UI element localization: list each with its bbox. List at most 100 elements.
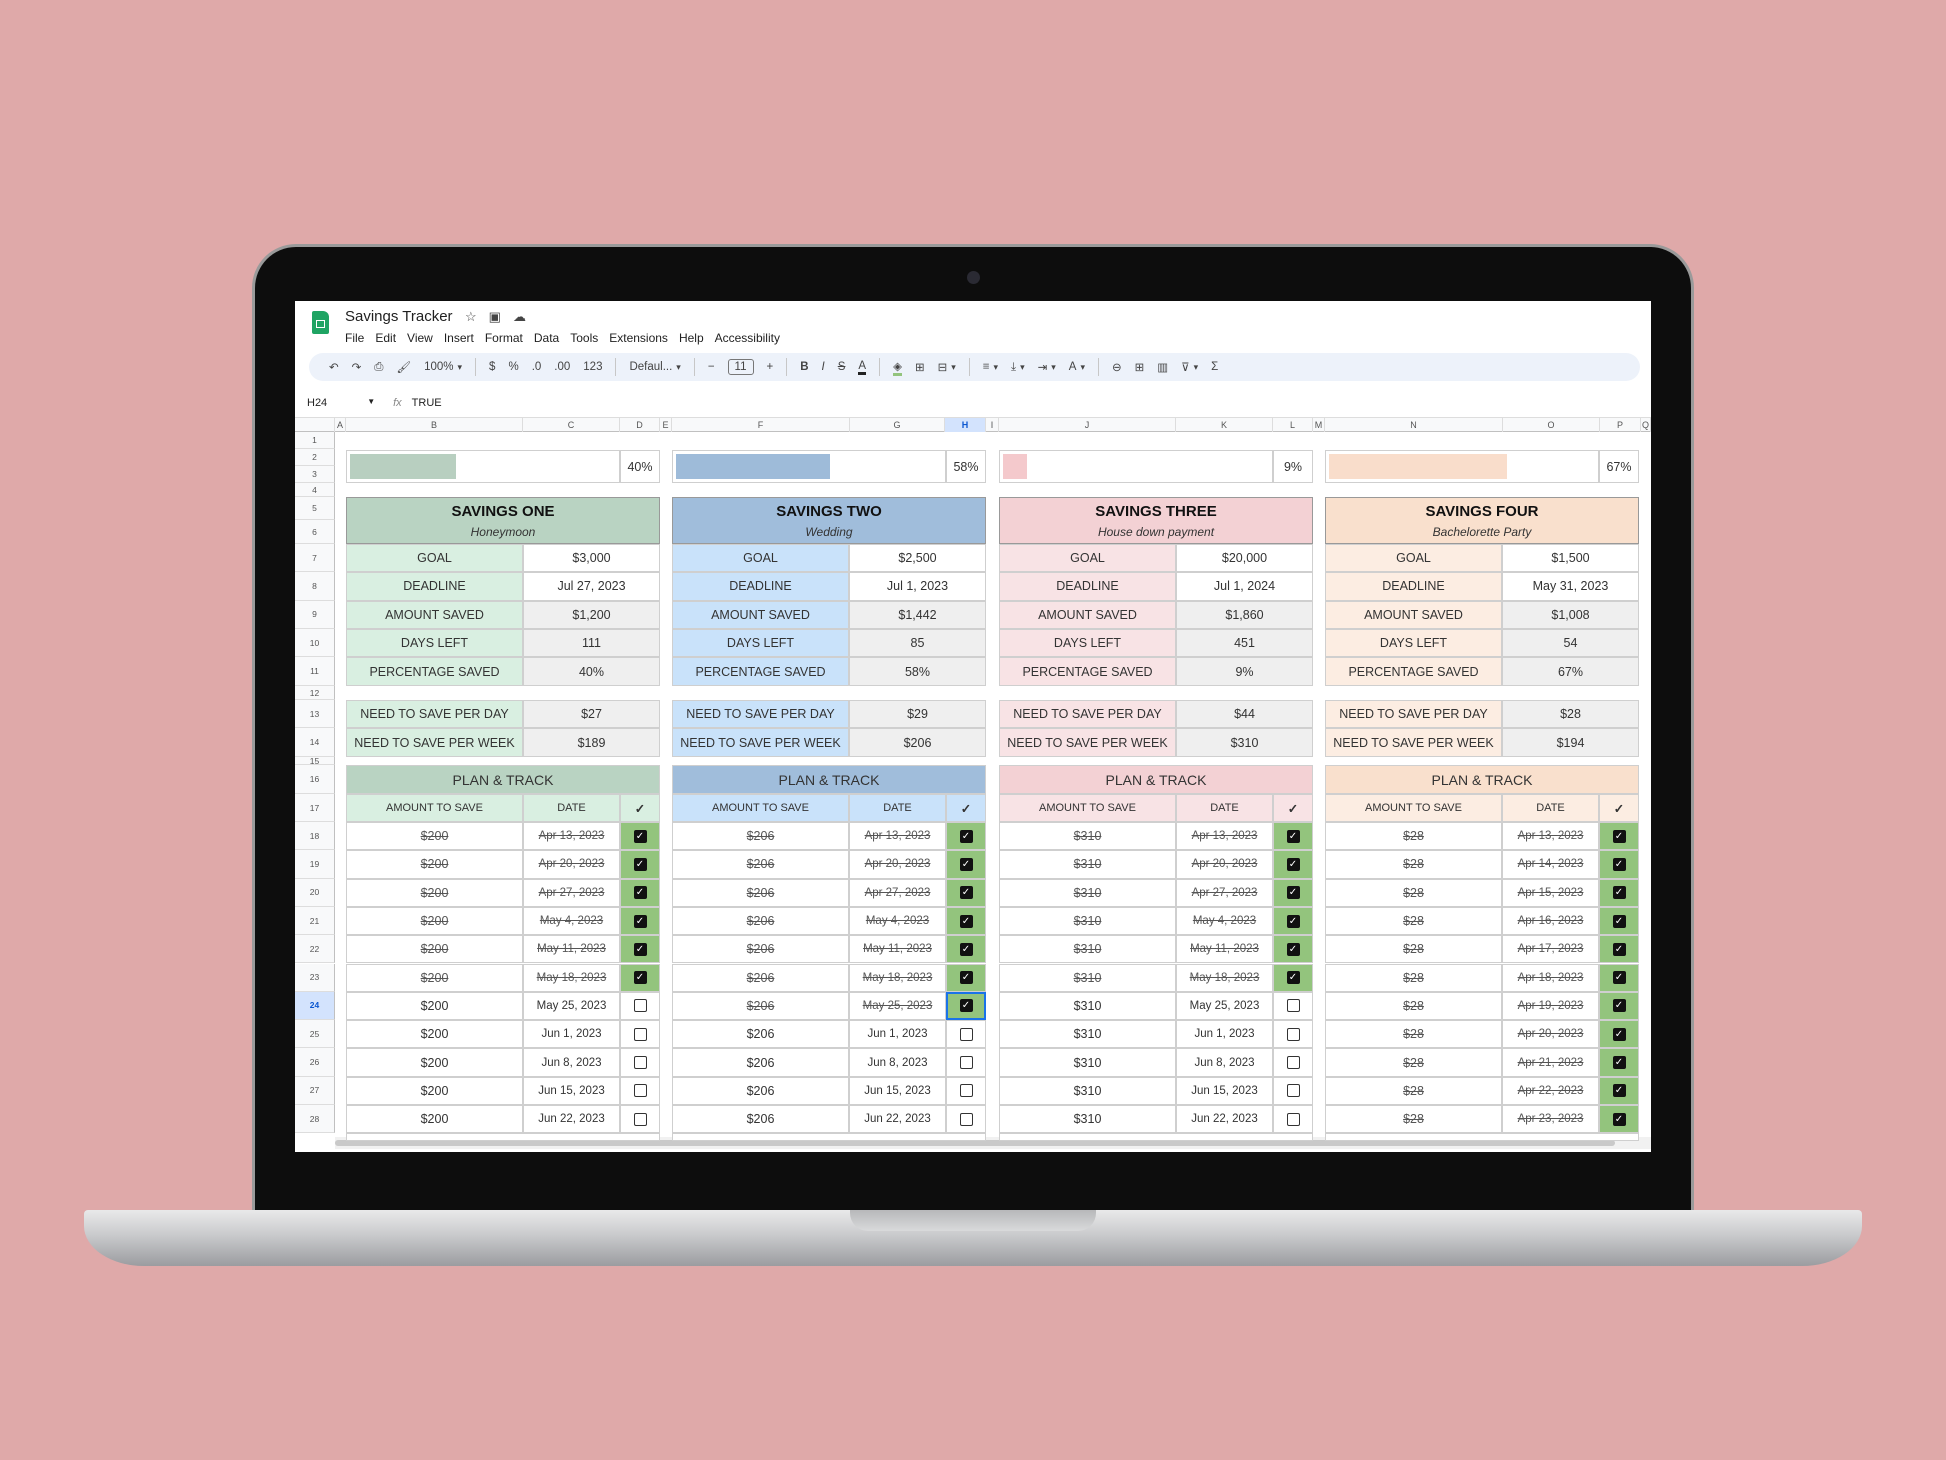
redo-button[interactable]: ↷ xyxy=(351,362,362,374)
menu-tools[interactable]: Tools xyxy=(570,331,599,345)
row-header-14[interactable]: 14 xyxy=(295,728,335,757)
dropdown-icon[interactable]: ▾ xyxy=(1193,361,1199,372)
checkbox-checked[interactable]: ✓ xyxy=(1612,857,1626,871)
row-header-12[interactable]: 12 xyxy=(295,686,335,700)
scrollbar-thumb[interactable] xyxy=(335,1140,1615,1146)
checkbox-checked[interactable]: ✓ xyxy=(1612,914,1626,928)
name-box[interactable]: H24 xyxy=(307,397,328,409)
checkbox-checked[interactable]: ✓ xyxy=(1612,1027,1626,1041)
valign-button[interactable]: ⤓ xyxy=(1011,360,1017,373)
checkbox-checked[interactable]: ✓ xyxy=(959,829,973,843)
checkbox-checked[interactable]: ✓ xyxy=(633,914,647,928)
checkbox-unchecked[interactable] xyxy=(633,999,647,1013)
checkbox-checked[interactable]: ✓ xyxy=(633,886,647,900)
column-header-p[interactable]: P xyxy=(1600,418,1641,432)
zoom-button[interactable]: 100% xyxy=(424,361,454,373)
row-header-11[interactable]: 11 xyxy=(295,657,335,686)
checkbox-checked[interactable]: ✓ xyxy=(633,829,647,843)
menu-data[interactable]: Data xyxy=(533,331,560,345)
checkbox-unchecked[interactable] xyxy=(959,1084,973,1098)
row-header-3[interactable]: 3 xyxy=(295,466,335,483)
wrap-button[interactable]: ⇥ xyxy=(1037,362,1048,374)
row-header-2[interactable]: 2 xyxy=(295,449,335,466)
checkbox-checked[interactable]: ✓ xyxy=(959,857,973,871)
link-button[interactable]: ⊖ xyxy=(1112,362,1122,374)
checkbox-checked[interactable]: ✓ xyxy=(1286,857,1300,871)
print-button[interactable]: ⎙ xyxy=(374,360,384,373)
checkbox-checked[interactable]: ✓ xyxy=(959,999,973,1013)
cloud-icon[interactable]: ☁ xyxy=(512,309,526,324)
menu-accessibility[interactable]: Accessibility xyxy=(714,331,780,345)
column-header-e[interactable]: E xyxy=(660,418,672,432)
row-header-28[interactable]: 28 xyxy=(295,1105,335,1134)
text-color-button[interactable]: A xyxy=(858,360,867,375)
row-header-18[interactable]: 18 xyxy=(295,822,335,851)
folder-move-icon[interactable]: ▣ xyxy=(488,309,501,324)
row-header-10[interactable]: 10 xyxy=(295,628,335,658)
column-header-i[interactable]: I xyxy=(986,418,999,432)
column-header-g[interactable]: G xyxy=(850,418,945,432)
row-header-13[interactable]: 13 xyxy=(295,700,335,728)
dropdown-icon[interactable]: ▾ xyxy=(1080,361,1085,372)
row-header-19[interactable]: 19 xyxy=(295,850,335,879)
menu-file[interactable]: File xyxy=(345,331,365,345)
paint-button[interactable]: 🖌 xyxy=(396,362,412,374)
checkbox-unchecked[interactable] xyxy=(1286,1112,1300,1126)
checkbox-checked[interactable]: ✓ xyxy=(959,886,973,900)
dropdown-icon[interactable]: ▾ xyxy=(1020,361,1025,372)
checkbox-unchecked[interactable] xyxy=(959,1056,973,1070)
row-header-16[interactable]: 16 xyxy=(295,765,335,794)
dropdown-icon[interactable]: ▾ xyxy=(457,361,463,372)
menu-extensions[interactable]: Extensions xyxy=(609,331,668,345)
borders-button[interactable]: ⊞ xyxy=(914,362,925,374)
row-header-4[interactable]: 4 xyxy=(295,483,335,497)
menu-format[interactable]: Format xyxy=(484,331,523,345)
checkbox-unchecked[interactable] xyxy=(959,1027,973,1041)
dropdown-icon[interactable]: ▾ xyxy=(676,361,681,372)
checkbox-unchecked[interactable] xyxy=(959,1112,973,1126)
checkbox-checked[interactable]: ✓ xyxy=(959,971,973,985)
italic-button[interactable]: I xyxy=(821,361,825,373)
checkbox-unchecked[interactable] xyxy=(633,1056,647,1070)
row-header-8[interactable]: 8 xyxy=(295,572,335,601)
halign-button[interactable]: ≡ xyxy=(982,361,990,373)
row-header-1[interactable]: 1 xyxy=(295,432,335,449)
checkbox-unchecked[interactable] xyxy=(633,1027,647,1041)
checkbox-unchecked[interactable] xyxy=(1286,1056,1300,1070)
format-num-button[interactable]: 123 xyxy=(583,361,603,373)
checkbox-checked[interactable]: ✓ xyxy=(1286,886,1300,900)
checkbox-checked[interactable]: ✓ xyxy=(1286,971,1300,985)
fill-button[interactable]: ◈ xyxy=(893,359,902,376)
column-header-n[interactable]: N xyxy=(1325,418,1503,432)
checkbox-checked[interactable]: ✓ xyxy=(1286,914,1300,928)
menu-edit[interactable]: Edit xyxy=(375,331,397,345)
dropdown-icon[interactable]: ▾ xyxy=(993,361,998,372)
dropdown-icon[interactable]: ▾ xyxy=(1051,361,1056,372)
column-header-o[interactable]: O xyxy=(1503,418,1600,432)
row-header-27[interactable]: 27 xyxy=(295,1076,335,1105)
row-header-21[interactable]: 21 xyxy=(295,906,335,936)
checkbox-checked[interactable]: ✓ xyxy=(1612,1112,1626,1126)
row-header-9[interactable]: 9 xyxy=(295,600,335,629)
dec-more-button[interactable]: .00 xyxy=(554,361,571,373)
dropdown-icon[interactable]: ▾ xyxy=(951,361,956,372)
column-header-m[interactable]: M xyxy=(1313,418,1325,432)
row-header-5[interactable]: 5 xyxy=(295,497,335,520)
menu-view[interactable]: View xyxy=(407,331,433,345)
checkbox-unchecked[interactable] xyxy=(1286,1084,1300,1098)
filter-button[interactable]: ⊽ xyxy=(1181,362,1190,374)
comment-button[interactable]: ⊞ xyxy=(1134,362,1145,374)
row-header-23[interactable]: 23 xyxy=(295,963,335,992)
undo-button[interactable]: ↶ xyxy=(329,362,339,374)
strike-button[interactable]: S xyxy=(837,361,846,373)
percent-button[interactable]: % xyxy=(508,361,519,373)
column-header-a[interactable]: A xyxy=(335,418,346,432)
row-header-22[interactable]: 22 xyxy=(295,935,335,964)
merge-button[interactable]: ⊟ xyxy=(937,362,948,374)
menu-help[interactable]: Help xyxy=(678,331,704,345)
document-title[interactable]: Savings Tracker xyxy=(345,308,453,325)
horizontal-scrollbar[interactable] xyxy=(335,1137,1651,1149)
column-header-d[interactable]: D xyxy=(620,418,660,432)
column-header-b[interactable]: B xyxy=(346,418,523,432)
checkbox-unchecked[interactable] xyxy=(633,1112,647,1126)
